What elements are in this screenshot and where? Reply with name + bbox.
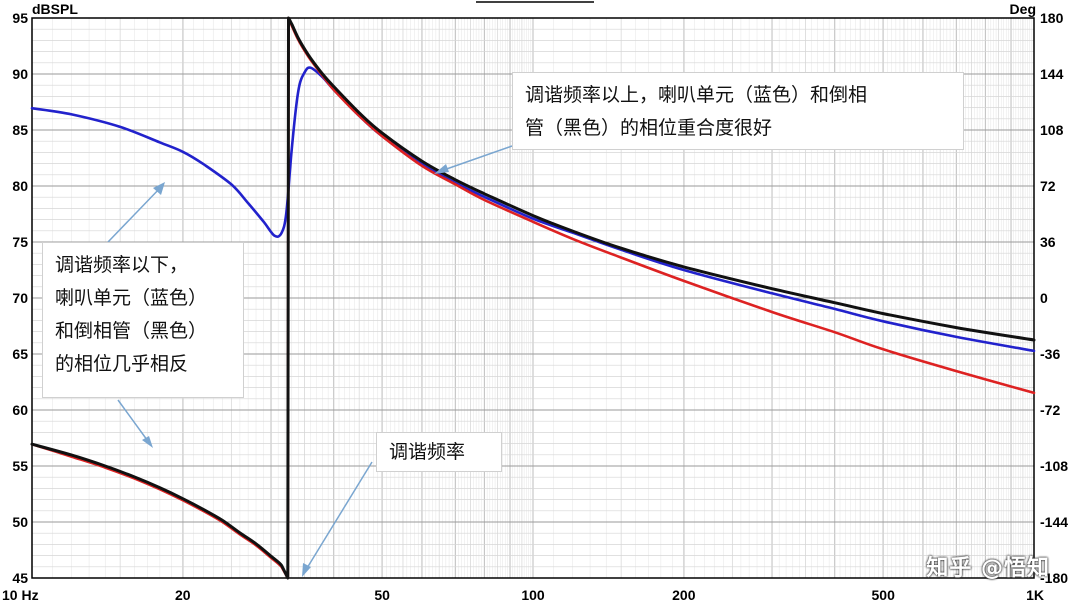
right-tick-label: 36 — [1040, 234, 1056, 250]
annotation-arrows — [107, 145, 513, 577]
x-tick-label: 200 — [672, 587, 696, 603]
right-tick-label: 108 — [1040, 122, 1064, 138]
right-axis-label: Deg — [1010, 1, 1036, 17]
left-tick-label: 95 — [12, 10, 28, 26]
arrow-below-2-head — [142, 436, 153, 448]
annotation-above-line-2: 管（黑色）的相位重合度很好 — [525, 117, 773, 139]
watermark: 知乎 @悟知 — [926, 556, 1050, 581]
left-tick-label: 45 — [12, 570, 28, 586]
arrow-above-head — [434, 164, 449, 174]
arrow-below-1-head — [153, 182, 165, 195]
left-tick-label: 50 — [12, 514, 28, 530]
series-lines — [30, 16, 1036, 580]
annotation-below-line-2: 喇叭单元（蓝色） — [55, 287, 208, 309]
right-tick-label: -180 — [1040, 570, 1068, 586]
annotation-above-line-1: 调谐频率以上，喇叭单元（蓝色）和倒相 — [525, 84, 868, 106]
arrow-above — [437, 145, 513, 173]
right-tick-label: -144 — [1040, 514, 1068, 530]
right-tick-label: 180 — [1040, 10, 1064, 26]
arrow-below-1 — [107, 185, 163, 243]
left-tick-label: 90 — [12, 66, 28, 82]
right-tick-label: 0 — [1040, 290, 1048, 306]
left-tick-label: 65 — [12, 346, 28, 362]
left-tick-label: 55 — [12, 458, 28, 474]
x-tick-label: 20 — [175, 587, 191, 603]
left-tick-label: 80 — [12, 178, 28, 194]
left-tick-labels: 95 90 85 80 75 70 65 60 55 50 45 — [12, 10, 28, 586]
right-tick-label: 144 — [1040, 66, 1064, 82]
x-tick-label: 1K — [1026, 587, 1044, 603]
left-tick-label: 70 — [12, 290, 28, 306]
right-tick-labels: 180 144 108 72 36 0 -36 -72 -108 -144 -180 — [1040, 10, 1068, 586]
left-axis-label: dBSPL — [32, 1, 78, 17]
plot-frame — [31, 17, 1035, 579]
left-tick-label: 60 — [12, 402, 28, 418]
annotation-below-tuning: 调谐频率以下， 喇叭单元（蓝色） 和倒相管（黑色） 的相位几乎相反 — [42, 242, 244, 398]
annotation-tuning-frequency: 调谐频率 — [376, 432, 502, 472]
annotation-below-line-1: 调谐频率以下， — [55, 254, 189, 276]
right-tick-label: 72 — [1040, 178, 1056, 194]
arrow-below-2 — [117, 399, 151, 445]
x-tick-label: 50 — [374, 587, 390, 603]
x-tick-label: 100 — [521, 587, 545, 603]
annotation-above-tuning: 调谐频率以上，喇叭单元（蓝色）和倒相 管（黑色）的相位重合度很好 — [512, 72, 964, 150]
annotation-tuning-line: 调谐频率 — [389, 441, 466, 463]
left-tick-label: 75 — [12, 234, 28, 250]
right-tick-label: -36 — [1040, 346, 1060, 362]
annotation-below-line-4: 的相位几乎相反 — [55, 353, 189, 375]
left-tick-label: 85 — [12, 122, 28, 138]
right-tick-label: -108 — [1040, 458, 1068, 474]
series-line — [30, 16, 1036, 580]
right-tick-label: -72 — [1040, 402, 1060, 418]
x-tick-label: 10 Hz — [2, 587, 39, 603]
arrow-tuning — [303, 461, 373, 574]
annotation-below-line-3: 和倒相管（黑色） — [55, 320, 208, 342]
x-tick-label: 500 — [872, 587, 896, 603]
x-tick-labels: 10 Hz 20 50 100 200 500 1K — [2, 587, 1044, 603]
arrow-tuning-head — [302, 563, 311, 577]
